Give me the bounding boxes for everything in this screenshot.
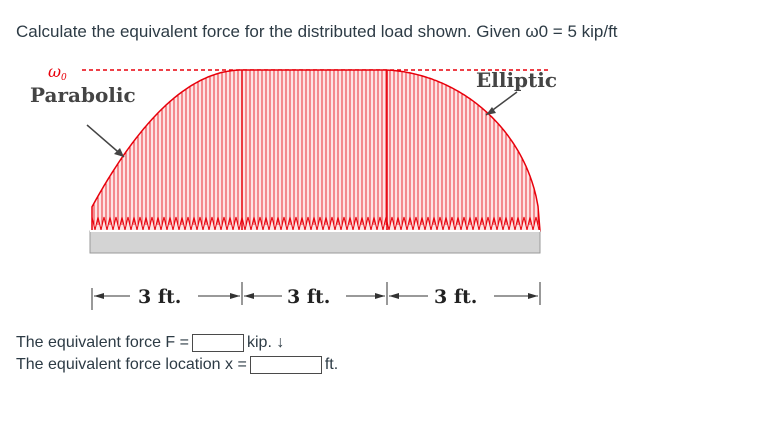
location-input[interactable] bbox=[249, 356, 322, 374]
elliptic-arrowhead bbox=[486, 107, 496, 115]
location-label: The equivalent force location x = bbox=[16, 356, 247, 373]
answer-section: The equivalent force F = kip. ↓ The equi… bbox=[16, 332, 338, 376]
distributed-load bbox=[91, 69, 541, 232]
parabolic-arrowhead bbox=[114, 148, 124, 157]
parabolic-label: Parabolic bbox=[30, 83, 136, 107]
force-input[interactable] bbox=[191, 334, 244, 352]
force-answer-row: The equivalent force F = kip. ↓ bbox=[16, 332, 338, 354]
load-area bbox=[91, 69, 541, 232]
question-prompt: Calculate the equivalent force for the d… bbox=[16, 22, 618, 41]
w0-label: ω0 bbox=[48, 62, 67, 83]
elliptic-label: Elliptic bbox=[476, 68, 557, 92]
location-unit: ft. bbox=[324, 356, 339, 373]
force-label: The equivalent force F = bbox=[16, 334, 189, 351]
dim-label-1: 3 ft. bbox=[138, 286, 181, 308]
beam bbox=[89, 230, 541, 254]
distributed-load-figure: ω0 Parabolic Elliptic 3 ft. 3 ft. 3 ft. bbox=[30, 62, 557, 310]
dim-label-3: 3 ft. bbox=[434, 286, 477, 308]
location-answer-row: The equivalent force location x = ft. bbox=[16, 354, 338, 376]
load-arrowheads bbox=[91, 216, 540, 231]
dim-label-2: 3 ft. bbox=[287, 286, 330, 308]
force-unit: kip. ↓ bbox=[246, 334, 285, 351]
dimension-line bbox=[91, 282, 541, 310]
